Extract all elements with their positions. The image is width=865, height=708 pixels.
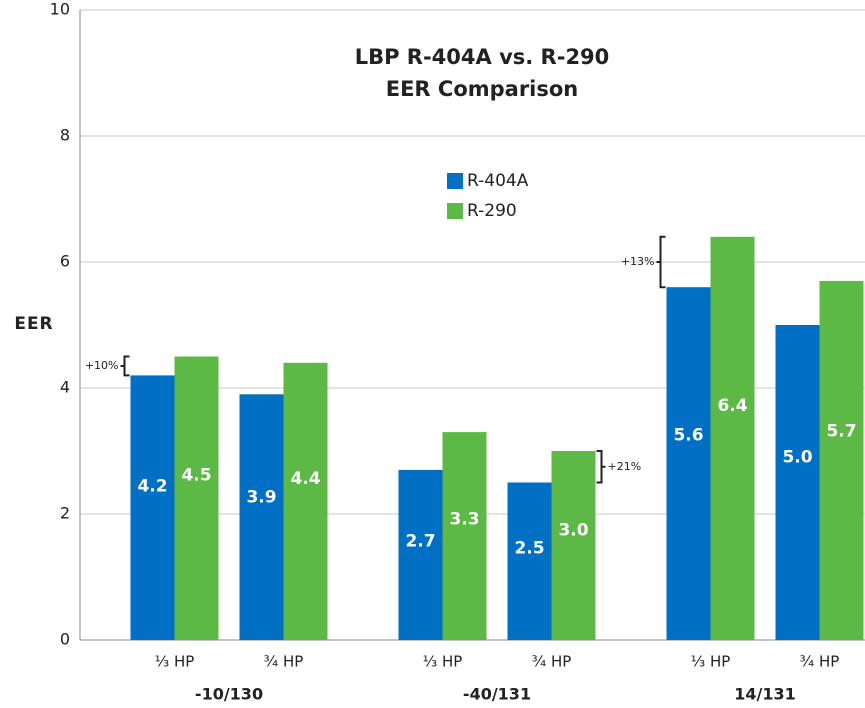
annotation: +10% (85, 359, 119, 372)
bar (666, 287, 711, 640)
y-tick-label: 0 (60, 630, 70, 649)
x-tick-label: ⅓ HP (155, 653, 195, 671)
bar (283, 362, 328, 640)
y-axis-label: EER (14, 314, 53, 334)
legend-label: R-290 (467, 201, 517, 221)
value-label: 4.2 (137, 477, 167, 497)
annotation: +21% (608, 460, 642, 473)
bracket (120, 355, 130, 377)
value-label: 6.4 (717, 396, 747, 416)
x-tick-label: ¾ HP (800, 653, 840, 671)
group-label: 14/131 (734, 685, 796, 704)
bar (442, 432, 487, 640)
chart-title: EER Comparison (386, 77, 579, 101)
y-tick-label: 8 (60, 126, 70, 145)
x-tick-label: ¾ HP (532, 653, 572, 671)
x-tick-label: ⅓ HP (423, 653, 463, 671)
legend-swatch (447, 173, 463, 189)
bar (819, 280, 864, 640)
y-tick-label: 10 (50, 0, 70, 19)
bracket (596, 450, 606, 484)
y-tick-label: 6 (60, 252, 70, 271)
bar (507, 482, 552, 640)
value-label: 2.7 (405, 531, 435, 551)
group-label: -40/131 (463, 685, 531, 704)
chart-title: LBP R-404A vs. R-290 (355, 45, 610, 69)
value-label: 5.6 (673, 425, 703, 445)
value-label: 4.4 (290, 469, 320, 489)
bar (551, 451, 596, 640)
value-label: 3.9 (246, 487, 276, 507)
x-tick-label: ¾ HP (264, 653, 304, 671)
bar (398, 469, 443, 640)
bar (239, 394, 284, 640)
bar (710, 236, 755, 641)
y-tick-label: 2 (60, 504, 70, 523)
annotation: +13% (621, 255, 655, 268)
value-label: 5.7 (826, 422, 856, 442)
bar (775, 325, 820, 640)
group-label: -10/130 (195, 685, 263, 704)
value-label: 4.5 (181, 466, 211, 486)
y-tick-label: 4 (60, 378, 70, 397)
bar (130, 375, 175, 640)
value-label: 3.0 (558, 520, 588, 540)
bracket (656, 235, 666, 289)
bar (174, 356, 219, 640)
value-label: 5.0 (782, 447, 812, 467)
x-tick-label: ⅓ HP (691, 653, 731, 671)
value-label: 2.5 (514, 539, 544, 559)
value-label: 3.3 (449, 509, 479, 529)
legend-swatch (447, 203, 463, 219)
legend-label: R-404A (467, 171, 529, 191)
